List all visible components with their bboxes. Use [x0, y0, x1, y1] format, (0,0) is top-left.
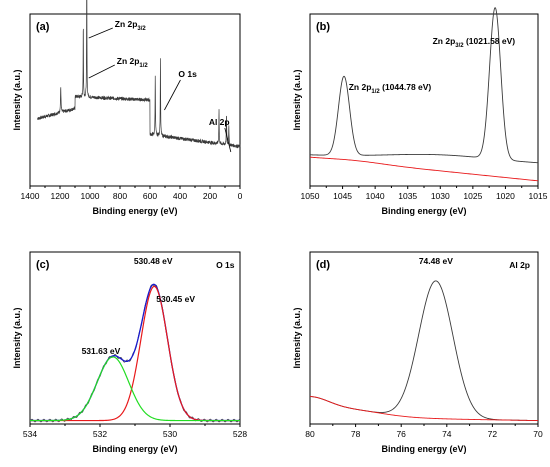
y-axis-label: Intensity (a.u.) [292, 307, 302, 368]
zn2p12-label: Zn 2p1/2 [117, 56, 149, 69]
x-tick-label: 1000 [81, 191, 100, 201]
x-tick-label: 528 [233, 429, 247, 439]
zn2p-background-line [309, 156, 539, 182]
x-tick-label: 1025 [463, 191, 482, 201]
o1s-envelope-line [30, 283, 240, 422]
o1s-component-530-line [30, 285, 240, 422]
panel-tag: (b) [316, 21, 330, 33]
zn2p-spectrum-line [309, 7, 539, 164]
y-axis-label: Intensity (a.u.) [292, 69, 302, 130]
al2p-background-line [309, 396, 539, 422]
zn2p12-peak-label: Zn 2p1/2 (1044.78 eV) [349, 82, 432, 95]
x-axis-label: Binding energy (eV) [92, 444, 177, 454]
peak-530-48-label: 530.48 eV [134, 256, 173, 266]
panel-a: 1400 1200 1000 800 600 400 200 0 Binding energy … [12, 0, 243, 216]
x-tick-label: 1035 [398, 191, 417, 201]
annotation-arrow [88, 27, 113, 39]
x-axis-label: Binding energy (eV) [92, 206, 177, 216]
zn2p32-label: Zn 2p3/2 [115, 19, 147, 32]
o1s-label: O 1s [216, 260, 235, 270]
x-tick-label: 600 [143, 191, 157, 201]
x-tick-label: 532 [93, 429, 107, 439]
x-tick-label: 1200 [51, 191, 70, 201]
o1s-component-531-line [30, 356, 240, 422]
x-axis-label: Binding energy (eV) [381, 444, 466, 454]
x-tick-label: 70 [533, 429, 543, 439]
x-tick-label: 200 [203, 191, 217, 201]
x-tick-label: 1400 [21, 191, 40, 201]
annotation-arrow [88, 64, 115, 79]
peak-74-48-label: 74.48 eV [419, 256, 453, 266]
x-tick-label: 80 [305, 429, 315, 439]
peak-531-63-label: 531.63 eV [82, 346, 121, 356]
x-tick-label: 800 [113, 191, 127, 201]
x-tick-label: 1045 [333, 191, 352, 201]
panel-tag: (c) [36, 259, 50, 271]
panel-b: 1050 1045 1040 1035 1030 1025 1020 1015 Binding … [292, 7, 548, 216]
plot-frame [309, 251, 539, 425]
peak-530-45-label: 530.45 eV [156, 294, 195, 304]
x-tick-label: 72 [488, 429, 498, 439]
panel-c: 534 532 530 528 Binding energy (eV) Intensity… [12, 251, 247, 454]
x-tick-label: 1030 [431, 191, 450, 201]
x-tick-label: 530 [163, 429, 177, 439]
x-tick-label: 78 [351, 429, 361, 439]
annotation-arrow [224, 127, 232, 153]
panel-d: 80 78 76 74 72 70 Binding energy (eV) Intensity… [292, 251, 543, 454]
al2p-spectrum-line [309, 280, 539, 422]
y-axis-label: Intensity (a.u.) [12, 307, 22, 368]
x-tick-label: 76 [396, 429, 406, 439]
x-tick-label: 0 [238, 191, 243, 201]
x-tick-label: 1015 [529, 191, 548, 201]
y-axis-label: Intensity (a.u.) [12, 69, 22, 130]
x-tick-label: 534 [23, 429, 37, 439]
al2p-label: Al 2p [209, 117, 230, 127]
survey-spectrum-line [37, 0, 241, 149]
plot-frame [29, 251, 241, 425]
panel-tag: (a) [36, 21, 50, 33]
x-tick-label: 1040 [366, 191, 385, 201]
zn2p32-peak-label: Zn 2p3/2 (1021.58 eV) [433, 36, 516, 49]
al2p-label: Al 2p [509, 260, 530, 270]
x-axis-label: Binding energy (eV) [381, 206, 466, 216]
o1s-label: O 1s [178, 69, 197, 79]
o1s-raw-line [29, 284, 241, 423]
panel-tag: (d) [316, 259, 330, 271]
annotation-arrow [164, 79, 181, 111]
x-tick-label: 74 [442, 429, 452, 439]
x-tick-label: 1020 [496, 191, 515, 201]
x-tick-label: 1050 [301, 191, 320, 201]
x-tick-label: 400 [173, 191, 187, 201]
